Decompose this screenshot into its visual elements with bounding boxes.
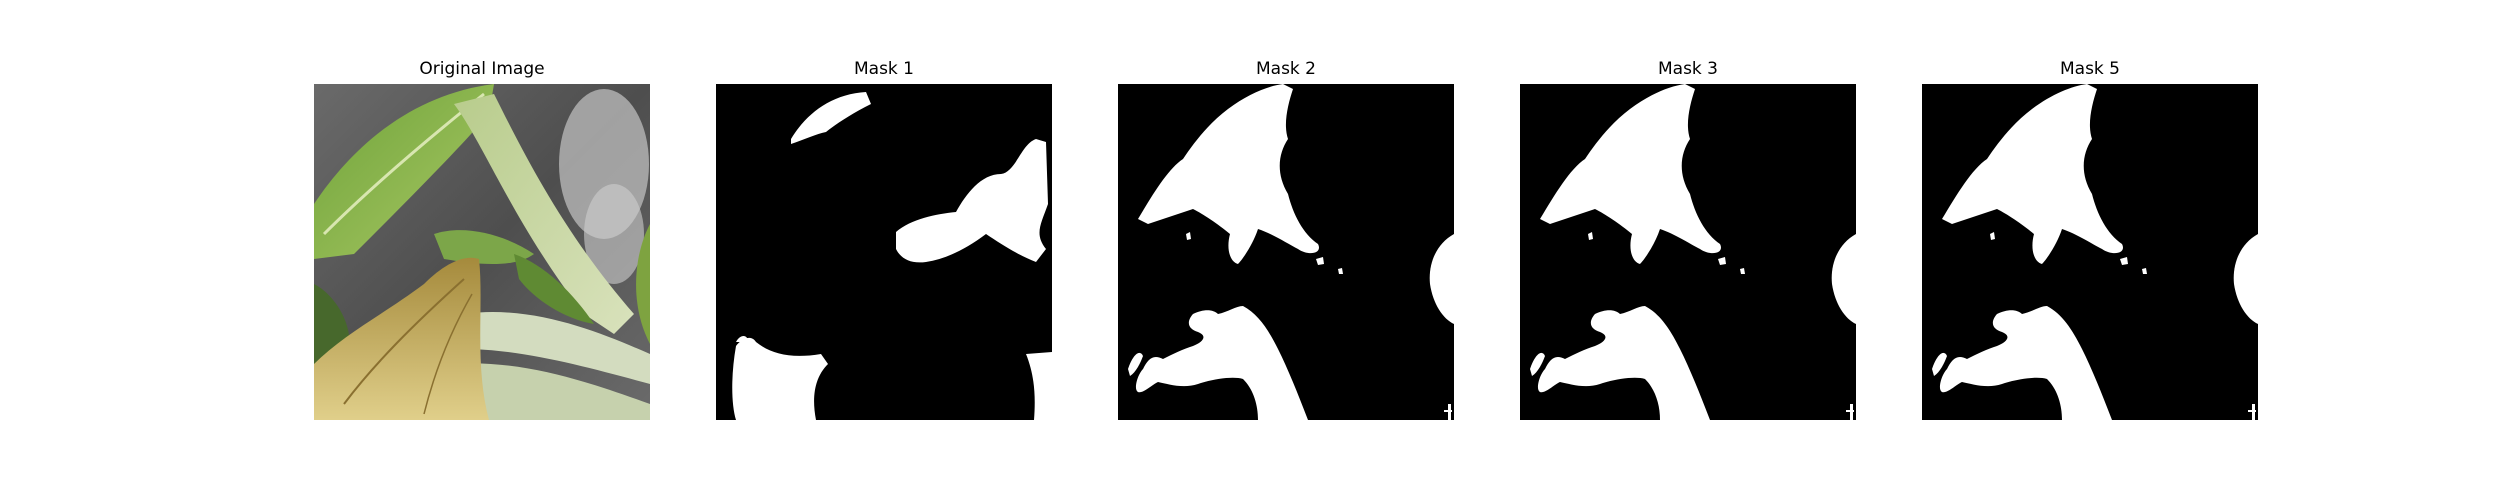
mask-2-image [1118, 84, 1454, 420]
mask-3-image [1520, 84, 1856, 420]
original-image [314, 84, 650, 420]
mask-3-panel [1520, 84, 1856, 420]
mask-1-image [716, 84, 1052, 420]
original-image-panel [314, 84, 650, 420]
mask-5-image [1922, 84, 2258, 420]
mask-1-panel [716, 84, 1052, 420]
panel-title-original-image: Original Image [419, 59, 545, 79]
mask-2-panel [1118, 84, 1454, 420]
panel-title-mask-3: Mask 3 [1657, 59, 1718, 79]
panel-title-mask-5: Mask 5 [2059, 59, 2120, 79]
panel-title-mask-2: Mask 2 [1255, 59, 1316, 79]
mask-5-panel [1922, 84, 2258, 420]
panel-title-mask-1: Mask 1 [853, 59, 914, 79]
